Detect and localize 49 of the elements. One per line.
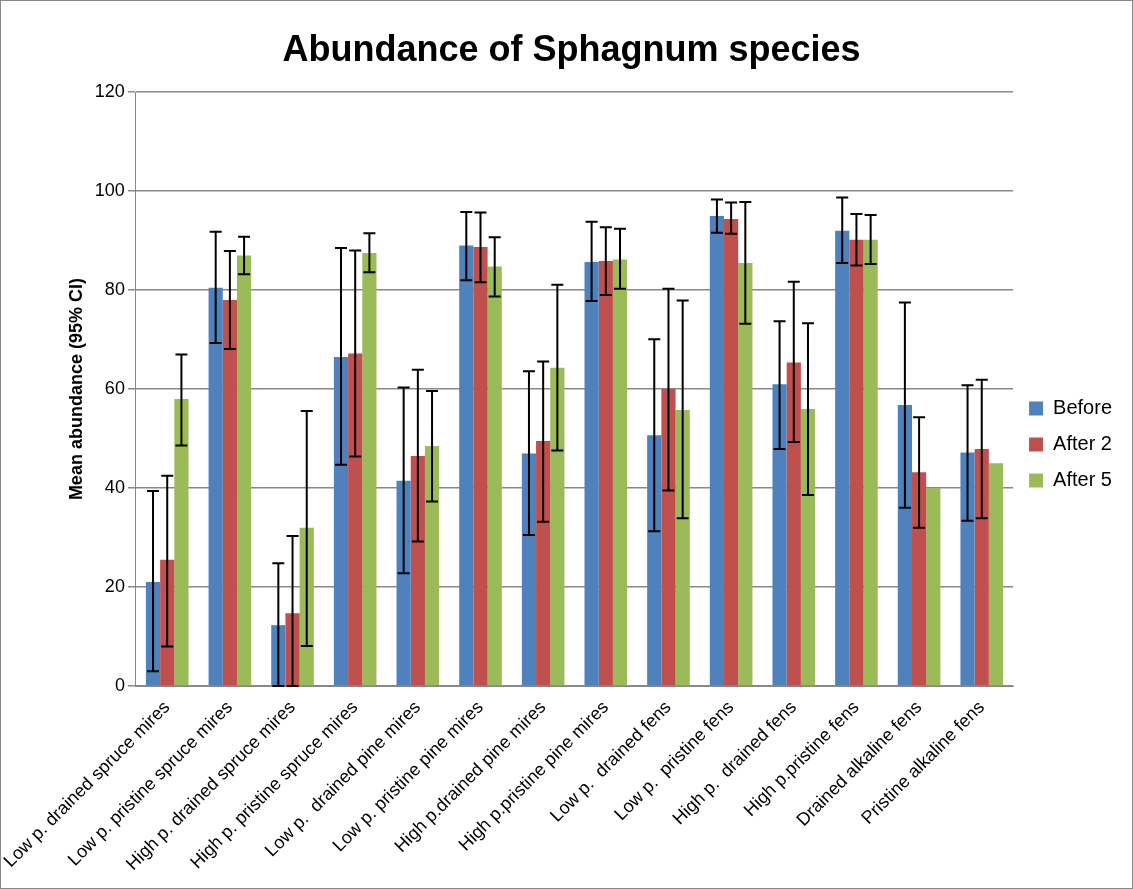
bar [897,404,912,686]
bar [849,239,864,686]
bar [960,452,975,686]
bar [487,266,502,686]
bar [362,253,377,686]
bar [584,261,599,686]
y-tick-label: 40 [104,477,125,498]
bar [835,230,850,686]
bar [988,463,1004,686]
bar [348,353,363,686]
bar [598,260,613,686]
bar [661,389,676,686]
bar [208,287,223,686]
legend-label: After 2 [1053,432,1112,455]
bar [974,448,989,686]
bar [612,259,628,686]
bar [675,409,690,686]
y-tick-label: 100 [94,180,125,201]
chart-title: Abundance of Sphagnum species [282,27,861,69]
y-tick-label: 60 [104,378,125,399]
y-tick-label: 20 [104,576,125,597]
bar [236,255,252,686]
bar [863,239,878,686]
bar [536,441,551,686]
bar [911,472,927,686]
bar [174,399,189,686]
bar [333,356,349,686]
bar [709,215,725,686]
bar [786,362,801,686]
bar [473,247,488,686]
legend-label: Before [1053,396,1113,419]
bar [424,446,440,686]
bar [724,218,739,686]
bar [550,367,565,686]
bar [738,262,753,686]
bar [647,435,662,686]
y-tick-label: 80 [104,279,125,300]
y-tick-label: 120 [94,81,125,102]
bar [222,300,237,686]
bar [410,455,425,686]
y-axis-title: Mean abundance (95% CI) [66,278,87,501]
bar [800,408,816,686]
y-tick-label: 0 [114,674,125,695]
bar [772,384,787,686]
bar [926,488,941,686]
bar [521,453,537,686]
legend-label: After 5 [1053,468,1112,491]
bar [396,480,411,686]
bar [459,245,474,686]
